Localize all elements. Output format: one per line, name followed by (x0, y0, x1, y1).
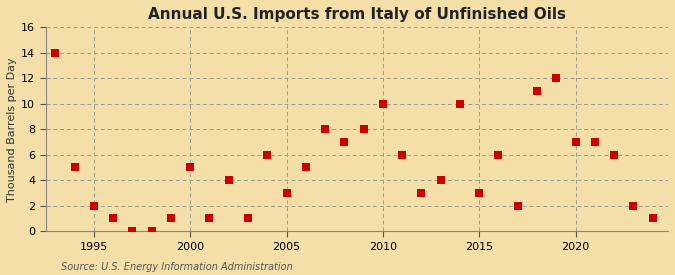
Point (300, 165, 311, 170)
Point (88, 204, 99, 208)
Point (397, 153, 408, 157)
Point (474, 191, 485, 195)
Point (223, 178, 234, 182)
Point (320, 127, 331, 131)
Point (435, 178, 446, 182)
Point (262, 153, 273, 157)
Point (570, 140, 581, 144)
Point (532, 89, 543, 93)
Point (281, 191, 292, 195)
Point (416, 191, 427, 195)
Point (609, 153, 620, 157)
Point (628, 204, 639, 208)
Point (69, 165, 80, 170)
Point (647, 216, 658, 221)
Point (339, 140, 350, 144)
Point (204, 216, 215, 221)
Point (165, 216, 176, 221)
Point (127, 229, 138, 233)
Point (551, 76, 562, 81)
Y-axis label: Thousand Barrels per Day: Thousand Barrels per Day (7, 57, 17, 202)
Point (185, 165, 196, 170)
Point (512, 204, 523, 208)
Point (242, 216, 253, 221)
Text: Source: U.S. Energy Information Administration: Source: U.S. Energy Information Administ… (61, 262, 292, 272)
Point (108, 216, 119, 221)
Point (146, 229, 157, 233)
Title: Annual U.S. Imports from Italy of Unfinished Oils: Annual U.S. Imports from Italy of Unfini… (148, 7, 566, 22)
Point (358, 127, 369, 131)
Point (377, 101, 388, 106)
Point (50, 51, 61, 55)
Point (589, 140, 600, 144)
Point (493, 153, 504, 157)
Point (454, 101, 465, 106)
